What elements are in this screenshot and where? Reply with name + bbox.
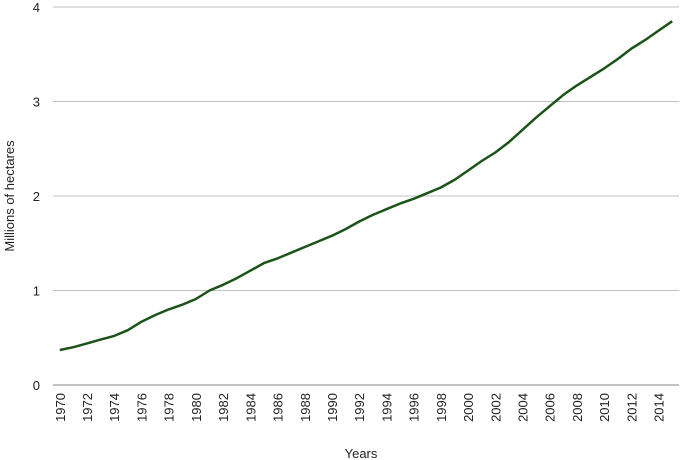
y-tick-label: 3 [33, 95, 40, 110]
x-tick-label: 1992 [352, 393, 367, 422]
x-tick-label: 2012 [624, 393, 639, 422]
y-tick-label: 0 [33, 378, 40, 393]
x-tick-label: 2002 [488, 393, 503, 422]
x-tick-label: 2014 [652, 393, 667, 422]
x-tick-label: 1990 [325, 393, 340, 422]
x-tick-label: 1986 [271, 393, 286, 422]
x-axis-label: Years [345, 446, 378, 460]
x-tick-label: 1978 [162, 393, 177, 422]
x-tick-label: 2006 [543, 393, 558, 422]
x-tick-label: 1988 [298, 393, 313, 422]
x-tick-label: 1998 [434, 393, 449, 422]
x-tick-label: 2010 [597, 393, 612, 422]
y-tick-label: 4 [33, 0, 40, 15]
x-tick-label: 1982 [216, 393, 231, 422]
x-tick-label: 1996 [407, 393, 422, 422]
x-tick-label: 2004 [516, 393, 531, 422]
x-tick-label: 1972 [80, 393, 95, 422]
y-tick-label: 1 [33, 284, 40, 299]
data-line [59, 20, 673, 352]
y-tick-label: 2 [33, 189, 40, 204]
x-tick-label: 1980 [189, 393, 204, 422]
x-tick-label: 1974 [107, 393, 122, 422]
x-tick-label: 1994 [379, 393, 394, 422]
y-axis-label: Millions of hectares [2, 140, 17, 252]
x-tick-label: 1984 [243, 393, 258, 422]
x-tick-label: 1976 [134, 393, 149, 422]
x-tick-label: 2000 [461, 393, 476, 422]
x-tick-label: 1970 [53, 393, 68, 422]
x-tick-label: 2008 [570, 393, 585, 422]
